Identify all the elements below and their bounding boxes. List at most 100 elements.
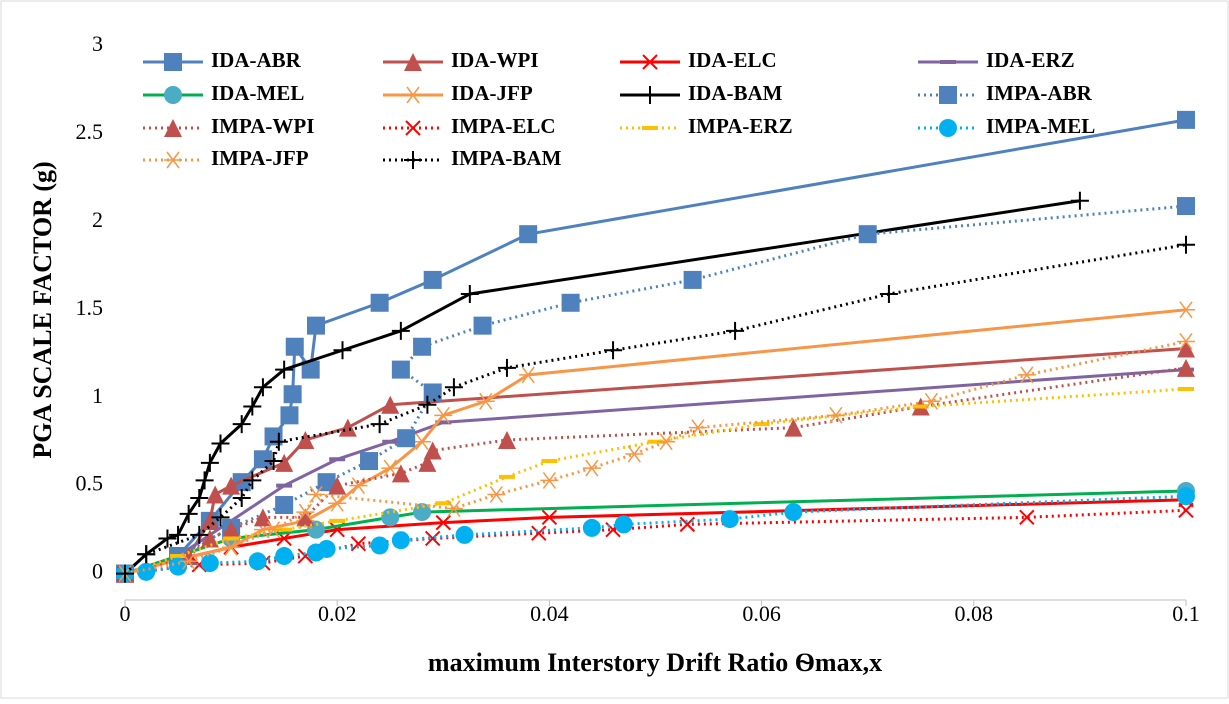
y-tick-label: 0 [92, 559, 103, 584]
marker [1177, 197, 1195, 216]
marker [455, 525, 474, 544]
marker [306, 486, 325, 503]
marker [1070, 191, 1089, 210]
marker [275, 496, 294, 515]
y-tick-label: 1.5 [76, 295, 104, 320]
marker [784, 503, 803, 522]
marker [444, 378, 463, 397]
marker [179, 504, 198, 523]
marker [391, 321, 410, 340]
marker [333, 341, 352, 360]
legend-marker [164, 119, 182, 137]
marker [413, 433, 432, 451]
marker [275, 547, 294, 566]
marker [1177, 301, 1195, 319]
marker [275, 360, 294, 379]
marker [487, 486, 506, 503]
series [116, 191, 1089, 583]
marker [200, 453, 219, 472]
marker [1017, 366, 1036, 384]
marker [190, 525, 209, 544]
x-tick-label: 0 [120, 601, 131, 626]
marker [137, 545, 156, 564]
marker [200, 529, 219, 548]
marker [200, 554, 219, 573]
marker [1178, 502, 1194, 519]
marker [424, 530, 441, 547]
marker [476, 392, 495, 410]
marker [683, 270, 702, 289]
marker [269, 432, 288, 451]
marker [1177, 333, 1195, 350]
marker [222, 520, 241, 539]
marker [253, 378, 272, 397]
legend-label: IMPA-ELC [451, 114, 556, 138]
marker [195, 471, 214, 490]
x-tick-label: 0.1 [1172, 601, 1200, 626]
x-axis-title: maximum Interstory Drift Ratio Ѳmax,x [428, 648, 882, 677]
legend-marker [641, 86, 659, 104]
series [116, 487, 1195, 583]
legend-label: IDA-MEL [211, 81, 304, 105]
marker [301, 360, 320, 379]
marker [296, 503, 315, 521]
series-line [124, 508, 1187, 576]
marker [169, 525, 188, 544]
marker [391, 360, 410, 379]
marker [423, 270, 442, 289]
marker [858, 225, 877, 244]
legend-marker [404, 86, 422, 104]
marker [922, 392, 941, 410]
series [116, 358, 1195, 583]
marker [222, 538, 241, 556]
marker [264, 521, 283, 539]
legend-marker [405, 120, 421, 136]
marker [1177, 339, 1195, 358]
legend-marker [939, 86, 957, 104]
marker [381, 508, 400, 527]
legend-label: IMPA-WPI [211, 114, 314, 138]
marker [1019, 509, 1035, 526]
marker [285, 337, 304, 356]
y-tick-label: 2 [92, 207, 103, 232]
legend-label: IMPA-BAM [451, 146, 562, 170]
legend-label: IDA-ELC [688, 48, 777, 72]
series [116, 235, 1195, 583]
marker [540, 471, 559, 489]
marker [423, 441, 442, 460]
legend-label: IDA-WPI [451, 48, 539, 72]
marker [275, 453, 294, 472]
marker [784, 418, 803, 437]
marker [688, 419, 707, 437]
legend-marker [939, 119, 957, 137]
legend: IDA-ABR IDA-WPI IDA-ELC IDA-ERZ IDA-MEL IDA-J… [143, 48, 1095, 170]
marker [349, 477, 368, 495]
marker [519, 366, 538, 384]
marker [222, 476, 241, 495]
marker [879, 284, 898, 303]
marker [418, 395, 437, 414]
marker [370, 415, 389, 434]
legend-label: IDA-ABR [211, 48, 302, 72]
marker [283, 385, 302, 404]
marker [137, 562, 156, 581]
marker [317, 539, 336, 558]
legend-label: IDA-BAM [688, 81, 783, 105]
marker [657, 433, 676, 451]
legend-marker [404, 151, 422, 169]
marker [726, 321, 745, 340]
series-line [124, 204, 1187, 576]
marker [169, 557, 188, 576]
marker [370, 293, 389, 312]
legend-label: IDA-JFP [451, 81, 533, 105]
marker [370, 536, 389, 555]
marker [604, 341, 623, 360]
marker [391, 531, 410, 550]
marker [397, 429, 416, 448]
marker [381, 459, 400, 477]
marker [158, 529, 177, 548]
marker [1177, 110, 1195, 129]
marker [435, 514, 452, 531]
marker [826, 406, 845, 424]
